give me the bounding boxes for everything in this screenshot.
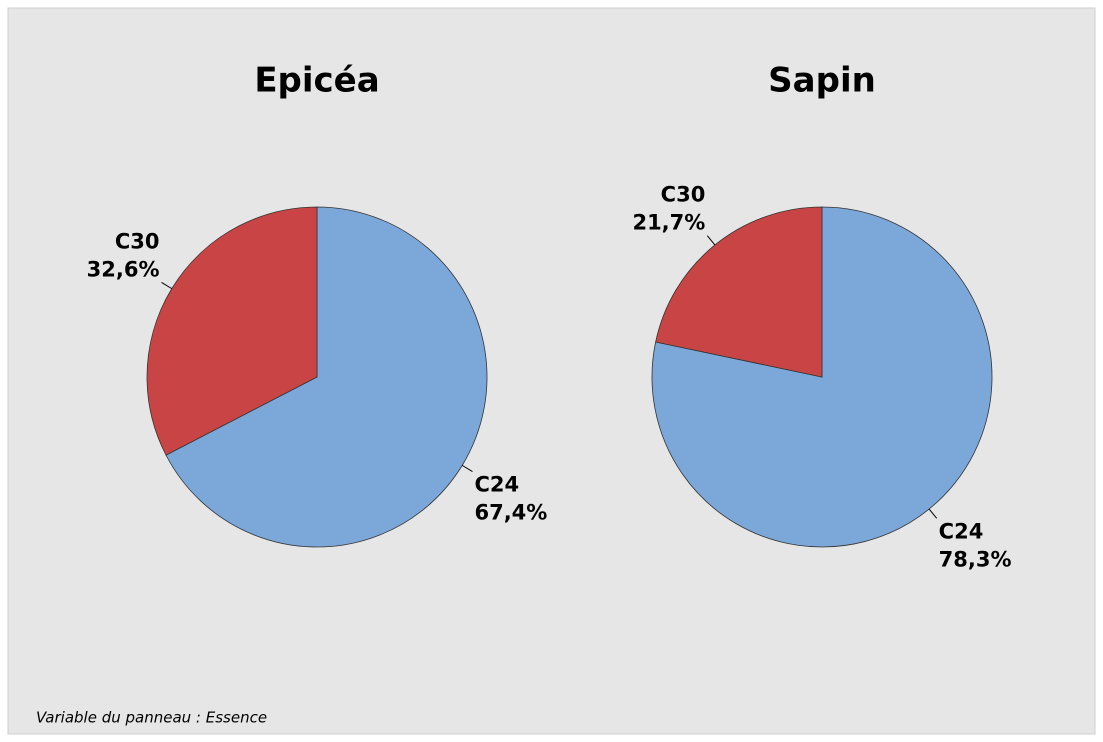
pie-slice [651, 206, 993, 548]
slice-value-label: 67,4% [474, 501, 547, 525]
pie-slice [165, 206, 488, 548]
chart-title: Sapin [768, 61, 876, 101]
slice-value-label: 78,3% [939, 547, 1012, 571]
pie-slice [146, 206, 318, 456]
slice-category: C30 [115, 229, 160, 253]
slice-category: C24 [474, 473, 519, 497]
leader-line [461, 464, 473, 473]
panel-note: Variable du panneau : Essence [36, 709, 267, 727]
chart-title: Epicéa [254, 61, 379, 101]
leader-line [161, 281, 173, 290]
slice-value-label: 21,7% [632, 211, 705, 235]
leader-line [706, 235, 716, 246]
slice-category: C30 [661, 183, 706, 207]
slice-category: C24 [939, 519, 984, 543]
slice-value-label: 32,6% [87, 257, 160, 281]
leader-line [928, 508, 938, 519]
